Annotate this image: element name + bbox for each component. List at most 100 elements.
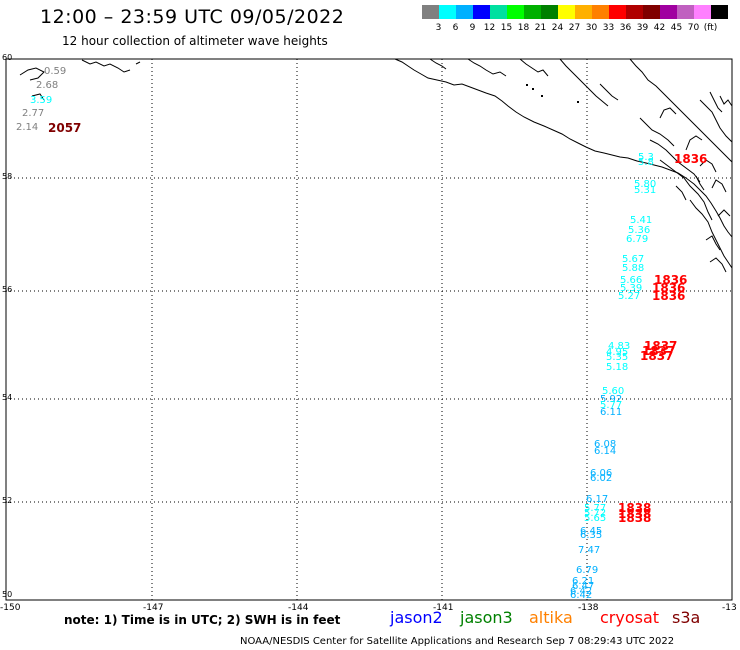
legend-label: 9 [469, 23, 476, 33]
wave-height-label: 6.17 [586, 494, 609, 505]
wave-height-label: 5.41 [630, 215, 653, 226]
wave-height-label: 5.18 [606, 362, 629, 373]
wave-height-label: 6.42 [570, 586, 593, 597]
pass-time-label: 1837 [644, 339, 678, 353]
legend-label: 18 [517, 23, 530, 33]
lat-label: 50 [2, 590, 13, 599]
wave-height-label: 5.65 [584, 513, 607, 524]
wave-height-label: 5.92 [600, 394, 623, 405]
lat-label: 58 [2, 172, 13, 181]
pass-time-label: 1836 [652, 289, 686, 303]
pass-time-label: 1836 [654, 273, 688, 287]
footer-note: note: 1) Time is in UTC; 2) SWH is in fe… [64, 613, 341, 627]
wave-height-label: 2.68 [36, 80, 59, 91]
wave-height-label: 6.47 [572, 581, 595, 592]
lon-label: -13 [722, 603, 737, 613]
legend-swatch [660, 5, 677, 19]
lon-label: -150 [0, 603, 21, 613]
legend-label: 36 [619, 23, 632, 33]
legend-swatch [439, 5, 456, 19]
wave-height-label: 5.8 [638, 157, 654, 168]
legend-label: 27 [568, 23, 581, 33]
wave-height-label: 5.39 [620, 283, 643, 294]
wave-height-label: 3.59 [30, 95, 53, 106]
legend-label: 24 [551, 23, 564, 33]
legend-swatch [609, 5, 626, 19]
legend-swatch [711, 5, 728, 19]
coastline [19, 58, 733, 273]
lat-label: 60 [2, 53, 13, 62]
legend-label: 15 [500, 23, 513, 33]
legend-label: 45 [670, 23, 683, 33]
legend-swatch [490, 5, 507, 19]
legend-label: 6 [452, 23, 459, 33]
legend-swatch [524, 5, 541, 19]
wave-height-label: 5.36 [628, 225, 651, 236]
legend-swatch [643, 5, 660, 19]
wave-height-label: 6.02 [590, 473, 613, 484]
wave-height-label: 5.60 [602, 386, 625, 397]
legend-swatch [473, 5, 490, 19]
pass-time-label: 1838 [618, 501, 652, 515]
legend-swatch [558, 5, 575, 19]
wave-height-label: 5.72 [584, 508, 607, 519]
wave-height-label: 5.27 [618, 291, 641, 302]
pass-time-label: 2057 [48, 121, 82, 135]
legend-label: 70 [687, 23, 700, 33]
satellite-label-jason3: jason3 [460, 608, 513, 627]
lat-label: 52 [2, 496, 13, 505]
wave-height-label: 6.08 [594, 439, 617, 450]
lat-label: 54 [2, 393, 13, 402]
wave-height-label: 6.21 [572, 576, 595, 587]
wave-height-label: 0.59 [44, 66, 67, 77]
wave-height-label: 6.14 [594, 446, 617, 457]
islands [526, 84, 579, 103]
wave-height-label: 5.66 [620, 275, 643, 286]
wave-height-label: 6.35 [580, 530, 603, 541]
wave-height-label: 5.80 [634, 179, 657, 190]
legend-swatch [422, 5, 439, 19]
wave-height-label: 6.79 [576, 565, 599, 576]
wave-height-label: 2.77 [22, 108, 45, 119]
satellite-label-altika: altika [529, 608, 573, 627]
lat-label: 56 [2, 285, 13, 294]
wave-height-label: 6.79 [626, 234, 649, 245]
legend-label: 30 [585, 23, 598, 33]
wave-height-label: 5.31 [634, 185, 657, 196]
legend-label: 42 [653, 23, 666, 33]
wave-height-label: 4.95 [606, 347, 629, 358]
legend-label: 33 [602, 23, 615, 33]
legend-label: (ft) [703, 23, 718, 33]
map-subtitle: 12 hour collection of altimeter wave hei… [62, 34, 328, 48]
legend-swatch [592, 5, 609, 19]
legend-label: 21 [534, 23, 547, 33]
satellite-label-s3a: s3a [672, 608, 701, 627]
pass-time-label: 1836 [674, 152, 708, 166]
legend-swatch [541, 5, 558, 19]
wave-height-label: 7.47 [578, 545, 601, 556]
legend-swatch [677, 5, 694, 19]
wave-height-label: 5.67 [622, 254, 645, 265]
legend-label: 39 [636, 23, 649, 33]
wave-height-label: 5.35 [606, 352, 629, 363]
wave-height-label: 6.45 [580, 526, 603, 537]
pass-time-label: 1837 [640, 349, 674, 363]
wave-height-label: 6.11 [600, 407, 623, 418]
legend-swatch [626, 5, 643, 19]
satellite-label-cryosat: cryosat [600, 608, 660, 627]
map-frame [5, 58, 733, 601]
wave-height-label: 5.88 [622, 263, 645, 274]
pass-time-label: 1836 [652, 281, 686, 295]
footer-credit: NOAA/NESDIS Center for Satellite Applica… [240, 636, 675, 647]
lon-label: -144 [288, 603, 309, 613]
lon-label: -138 [578, 603, 599, 613]
satellite-label-jason2: jason2 [390, 608, 443, 627]
wave-height-label: 5.77 [600, 400, 623, 411]
legend-swatch [575, 5, 592, 19]
legend-swatch [456, 5, 473, 19]
map-title: 12:00 – 23:59 UTC 09/05/2022 [40, 6, 345, 28]
legend-swatch [694, 5, 711, 19]
wave-height-label: 5.3 [638, 152, 654, 163]
